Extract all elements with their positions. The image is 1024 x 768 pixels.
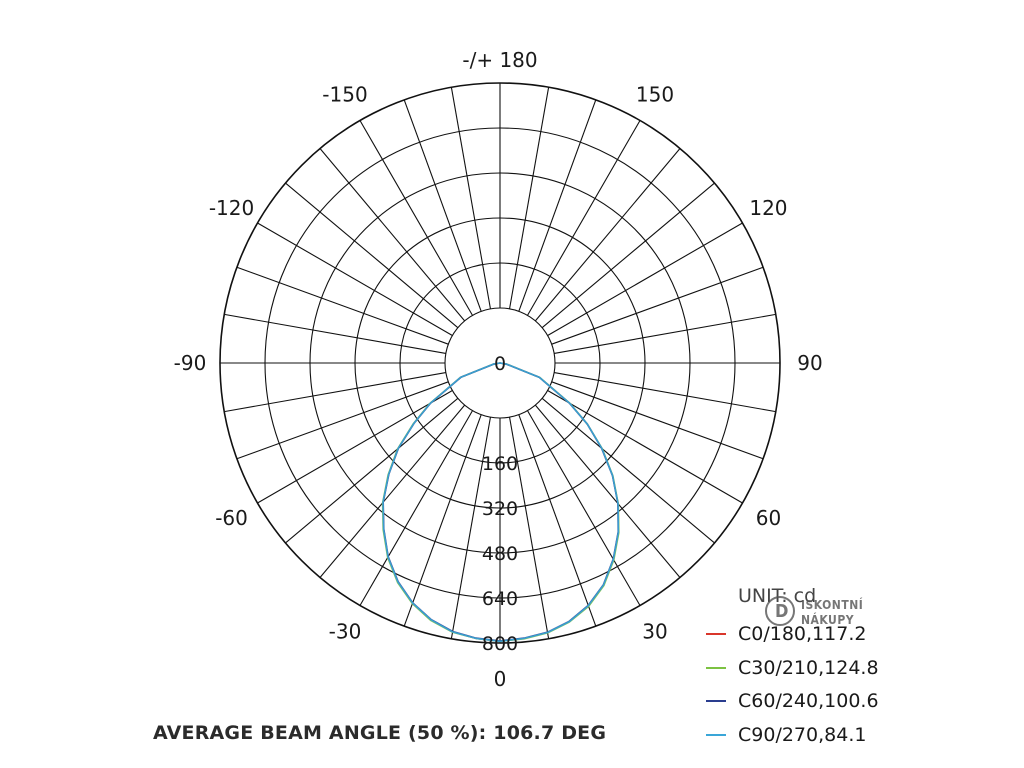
radial-label: 800 — [482, 633, 518, 655]
legend-label-c0: C0/180,117.2 — [738, 623, 867, 645]
grid-spoke — [403, 414, 482, 627]
grid-spoke — [541, 182, 715, 329]
grid-spoke — [547, 222, 743, 336]
grid-spoke — [518, 99, 597, 312]
grid-spoke — [527, 410, 641, 606]
angle-label: -150 — [322, 83, 367, 107]
grid-spoke — [509, 87, 550, 309]
grid-spoke — [551, 381, 764, 460]
grid-spoke — [285, 397, 459, 544]
angle-label: -30 — [329, 619, 362, 643]
angle-labels: -/+ 180 150 120 90 60 30 0 -30 -60 -90 -120 -150 — [174, 48, 823, 691]
grid-spoke — [319, 148, 466, 322]
angle-label: -/+ 180 — [462, 48, 537, 72]
grid-spoke — [527, 120, 641, 316]
grid-spoke — [319, 404, 466, 578]
grid-spoke — [518, 414, 597, 627]
grid-spoke — [359, 120, 473, 316]
radial-label: 640 — [482, 588, 518, 610]
legend-item-c30: C30/210,124.8 — [706, 655, 879, 681]
grid-spoke — [403, 99, 482, 312]
grid-spoke — [224, 313, 446, 354]
series-line-3 — [382, 362, 620, 643]
grid-spoke — [534, 148, 681, 322]
watermark-line2: NÁKUPY — [801, 613, 855, 627]
grid-spoke — [450, 417, 491, 639]
radial-label: 160 — [482, 453, 518, 475]
angle-label: -90 — [174, 351, 207, 375]
radial-label: 480 — [482, 543, 518, 565]
polar-grid — [219, 82, 781, 644]
legend-item-c60: C60/240,100.6 — [706, 688, 879, 714]
radial-label: 320 — [482, 498, 518, 520]
watermark-logo: D ISKONTNÍ NÁKUPY — [765, 596, 885, 632]
grid-spoke — [236, 381, 449, 460]
legend-label-c60: C60/240,100.6 — [738, 690, 879, 712]
legend-label-c90: C90/270,84.1 — [738, 724, 867, 746]
angle-label: 90 — [797, 351, 822, 375]
legend-swatch-c0 — [706, 633, 726, 635]
angle-label: 150 — [636, 83, 674, 107]
grid-spoke — [534, 404, 681, 578]
legend-label-c30: C30/210,124.8 — [738, 657, 879, 679]
angle-label: 120 — [749, 196, 787, 220]
series-curves — [381, 362, 620, 643]
grid-spoke — [236, 266, 449, 345]
angle-label: 0 — [494, 667, 507, 691]
beam-angle-note: AVERAGE BEAM ANGLE (50 %): 106.7 DEG — [153, 722, 607, 744]
angle-label: 60 — [756, 506, 781, 530]
legend-swatch-c30 — [706, 667, 726, 669]
grid-spoke — [224, 372, 446, 413]
watermark-line1: ISKONTNÍ — [801, 598, 864, 612]
grid-spoke — [554, 313, 776, 354]
angle-label: -120 — [209, 196, 254, 220]
legend-item-c0: C0/180,117.2 — [706, 621, 866, 647]
radial-labels: 0 160 320 480 640 800 — [482, 353, 518, 655]
grid-spoke — [554, 372, 776, 413]
grid-spoke — [450, 87, 491, 309]
grid-spoke — [257, 390, 453, 504]
grid-spoke — [547, 390, 743, 504]
grid-spoke — [257, 222, 453, 336]
legend-swatch-c90 — [706, 734, 726, 736]
legend-item-c90: C90/270,84.1 — [706, 722, 866, 748]
legend-swatch-c60 — [706, 700, 726, 702]
radial-label: 0 — [494, 353, 506, 375]
grid-spoke — [359, 410, 473, 606]
grid-spoke — [509, 417, 550, 639]
grid-spoke — [541, 397, 715, 544]
angle-label: 30 — [642, 619, 667, 643]
angle-label: -60 — [215, 506, 248, 530]
watermark-icon: D — [765, 596, 795, 626]
grid-spoke — [285, 182, 459, 329]
grid-spoke — [551, 266, 764, 345]
